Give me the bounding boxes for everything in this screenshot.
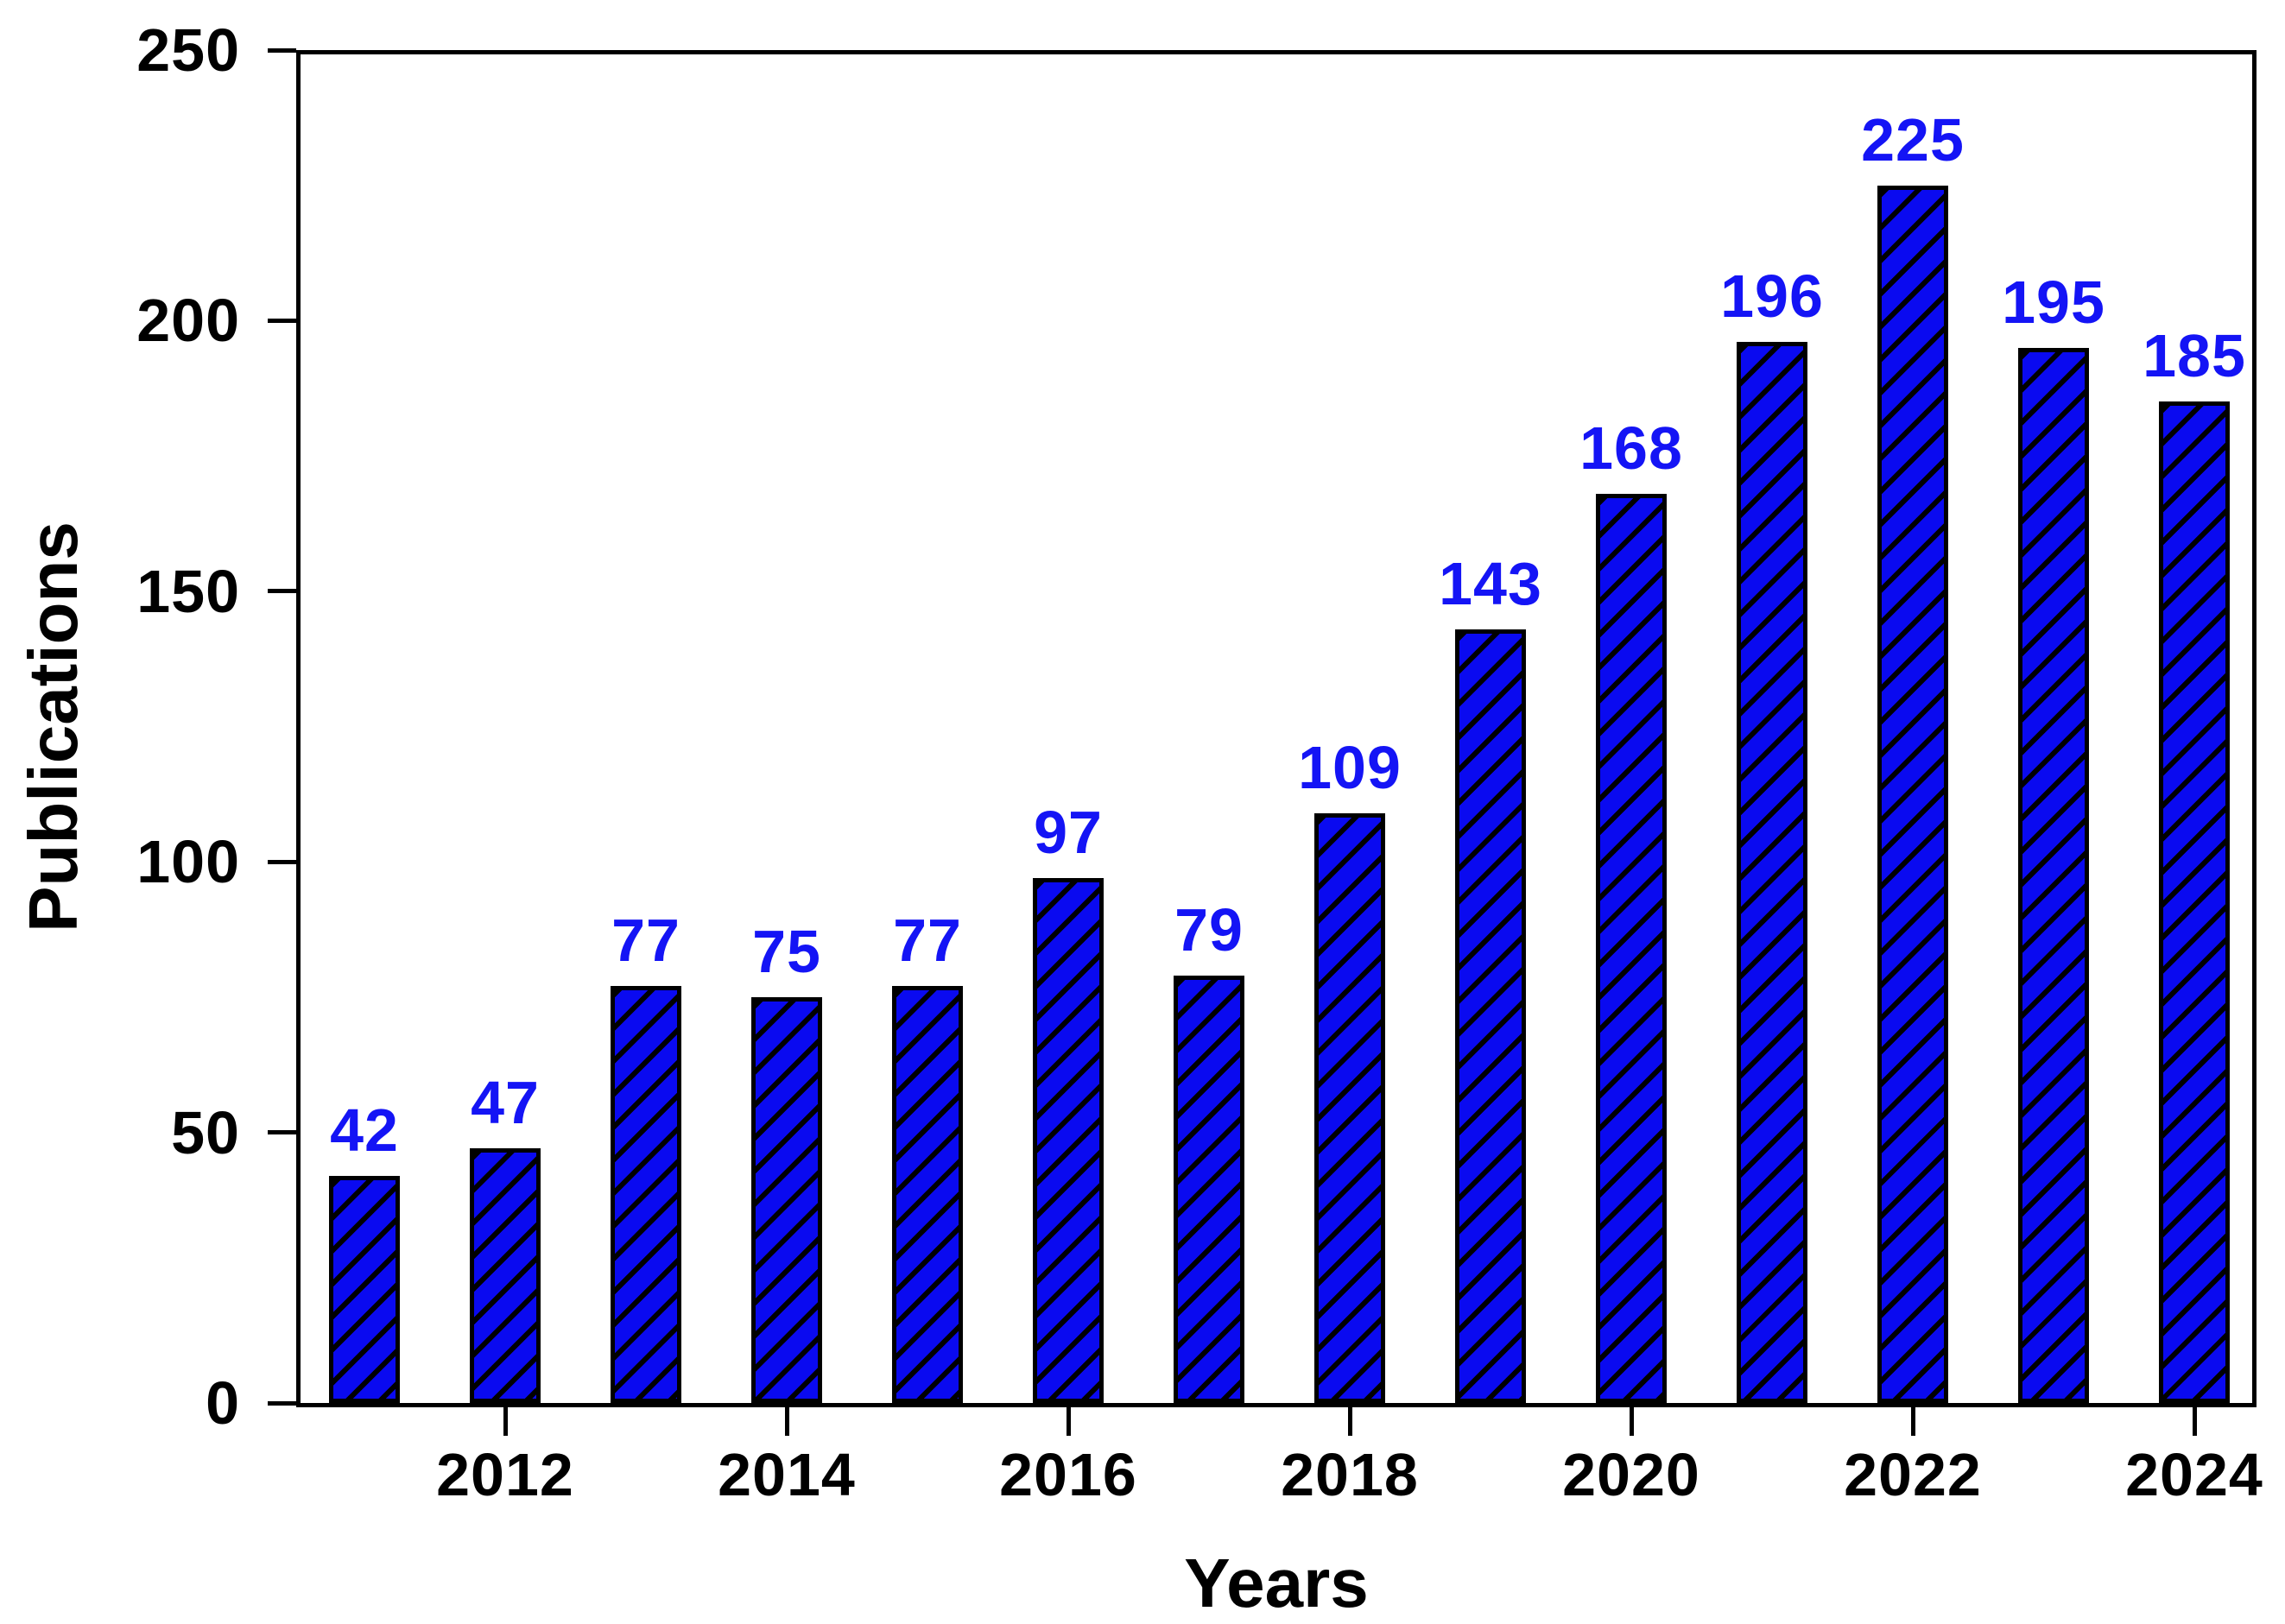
x-tick-mark: [1066, 1407, 1071, 1436]
plot-area: [296, 50, 2257, 1407]
x-tick-label: 2020: [1562, 1441, 1700, 1508]
bar-2017: [1174, 975, 1244, 1403]
y-tick-label: 50: [171, 1098, 240, 1166]
bar-2013: [611, 986, 681, 1403]
bar-2011: [329, 1175, 400, 1403]
x-tick-label: 2014: [718, 1441, 856, 1508]
x-tick-mark: [2192, 1407, 2197, 1436]
bar-2018: [1314, 812, 1385, 1403]
y-tick-mark: [268, 589, 296, 594]
y-tick-label: 250: [136, 16, 240, 84]
bar-2020: [1596, 493, 1667, 1403]
x-tick-mark: [1910, 1407, 1915, 1436]
bar-value-label: 77: [611, 907, 680, 975]
bar-value-label: 196: [1720, 262, 1824, 331]
x-tick-mark: [1347, 1407, 1352, 1436]
bar-2012: [470, 1148, 541, 1403]
bar-2019: [1455, 629, 1526, 1403]
bar-2015: [892, 986, 963, 1403]
x-tick-mark: [784, 1407, 789, 1436]
x-tick-label: 2022: [1844, 1441, 1982, 1508]
y-tick-label: 200: [136, 287, 240, 355]
x-tick-label: 2024: [2125, 1441, 2263, 1508]
x-tick-label: 2012: [436, 1441, 574, 1508]
x-tick-mark: [1629, 1407, 1634, 1436]
bar-2014: [751, 996, 822, 1403]
bar-2016: [1033, 878, 1104, 1403]
y-tick-label: 150: [136, 557, 240, 625]
y-tick-mark: [268, 47, 296, 53]
x-tick-label: 2018: [1281, 1441, 1419, 1508]
y-tick-label: 0: [206, 1369, 240, 1437]
bar-2024: [2159, 401, 2230, 1403]
bar-value-label: 79: [1174, 895, 1244, 964]
x-tick-label: 2016: [999, 1441, 1137, 1508]
bar-2023: [2018, 347, 2089, 1403]
bar-value-label: 47: [471, 1069, 540, 1137]
bar-2021: [1737, 342, 1807, 1403]
y-tick-label: 100: [136, 828, 240, 896]
bar-2022: [1877, 185, 1948, 1403]
y-tick-mark: [268, 859, 296, 864]
bar-value-label: 97: [1034, 799, 1103, 866]
bar-value-label: 168: [1579, 414, 1683, 482]
x-axis-title: Years: [1184, 1545, 1369, 1621]
y-axis-title: Publications: [15, 521, 92, 932]
bar-value-label: 75: [752, 917, 821, 985]
bar-value-label: 185: [2143, 322, 2246, 390]
bar-value-label: 225: [1861, 105, 1965, 174]
bar-value-label: 42: [330, 1096, 399, 1164]
bar-value-label: 109: [1298, 733, 1402, 801]
y-tick-mark: [268, 1400, 296, 1406]
y-tick-mark: [268, 318, 296, 323]
bar-value-label: 143: [1439, 549, 1542, 617]
y-tick-mark: [268, 1130, 296, 1135]
x-tick-mark: [503, 1407, 508, 1436]
bar-value-label: 195: [2002, 268, 2105, 336]
bar-value-label: 77: [893, 907, 962, 975]
